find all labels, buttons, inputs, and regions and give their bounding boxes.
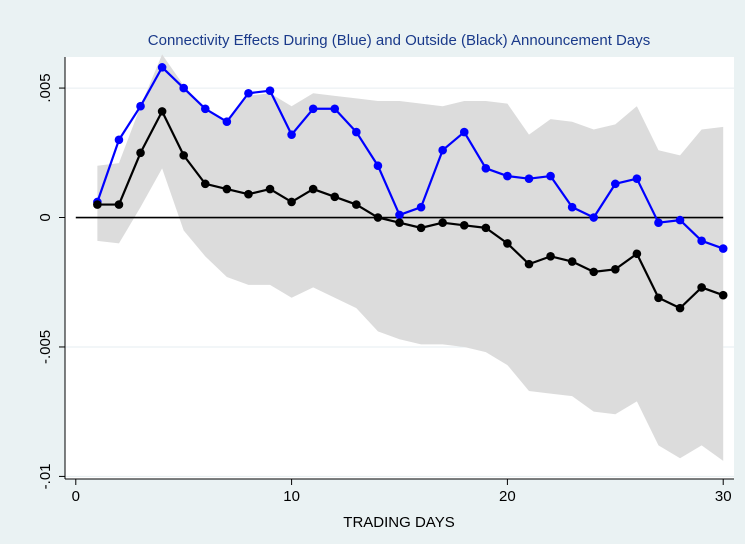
data-point <box>265 86 275 95</box>
data-point <box>589 267 599 277</box>
data-point <box>352 127 361 137</box>
data-point <box>179 83 188 93</box>
y-tick-label: 0 <box>37 213 54 221</box>
data-point <box>157 63 167 72</box>
data-point <box>114 135 124 145</box>
data-point <box>373 161 383 171</box>
x-tick-label: 30 <box>715 488 732 505</box>
data-point <box>718 244 728 253</box>
data-point <box>114 200 124 209</box>
data-point <box>200 104 210 114</box>
series-line <box>97 110 724 310</box>
data-point <box>179 151 188 160</box>
series-layer <box>93 63 728 313</box>
data-point <box>481 223 491 233</box>
data-point <box>567 202 577 212</box>
data-point <box>718 290 728 300</box>
data-point <box>416 202 426 212</box>
data-point <box>373 213 383 222</box>
data-point <box>416 223 426 233</box>
data-point <box>459 220 469 230</box>
data-point <box>632 174 642 183</box>
data-point <box>632 249 642 259</box>
data-point <box>524 259 534 269</box>
axes: .005 0 -.005 -.01 0 10 20 30 <box>37 57 734 505</box>
data-point <box>459 127 469 137</box>
y-tick-label: -.01 <box>37 463 54 489</box>
data-point <box>200 179 210 189</box>
data-point <box>136 148 145 158</box>
series-2 <box>93 107 728 313</box>
data-point <box>697 283 706 292</box>
data-point <box>438 145 447 155</box>
data-point <box>352 200 361 209</box>
data-point <box>222 117 232 127</box>
data-point <box>675 303 685 313</box>
data-point <box>654 218 663 227</box>
data-point <box>287 130 296 139</box>
data-point <box>481 164 491 173</box>
x-tick-label: 10 <box>283 488 300 505</box>
data-point <box>611 264 620 274</box>
confidence-band-area <box>97 54 724 461</box>
data-point <box>675 215 685 225</box>
data-point <box>438 218 447 227</box>
data-point <box>308 104 318 114</box>
data-point <box>222 184 232 194</box>
data-point <box>503 171 512 181</box>
data-point <box>546 171 555 181</box>
y-tick-label: -.005 <box>37 330 54 364</box>
data-point <box>697 236 706 246</box>
data-point <box>654 293 663 303</box>
y-tick-label: .005 <box>37 73 54 102</box>
data-point <box>524 174 534 183</box>
data-point <box>546 252 555 261</box>
data-point <box>244 189 253 199</box>
data-point <box>287 197 296 207</box>
x-axis-label: TRADING DAYS <box>343 514 454 531</box>
confidence-band <box>97 54 724 461</box>
data-point <box>330 104 340 114</box>
data-point <box>308 184 318 194</box>
data-point <box>395 210 404 220</box>
data-point <box>503 239 512 248</box>
data-point <box>93 200 102 209</box>
data-point <box>589 213 599 222</box>
data-point <box>567 257 577 266</box>
data-point <box>157 107 167 116</box>
data-point <box>395 218 404 227</box>
x-tick-label: 0 <box>72 488 80 505</box>
data-point <box>136 101 145 111</box>
x-tick-label: 20 <box>499 488 516 505</box>
data-point <box>330 192 340 202</box>
data-point <box>244 88 253 98</box>
chart-title: Connectivity Effects During (Blue) and O… <box>148 32 650 49</box>
data-point <box>611 179 620 189</box>
data-point <box>265 184 275 194</box>
